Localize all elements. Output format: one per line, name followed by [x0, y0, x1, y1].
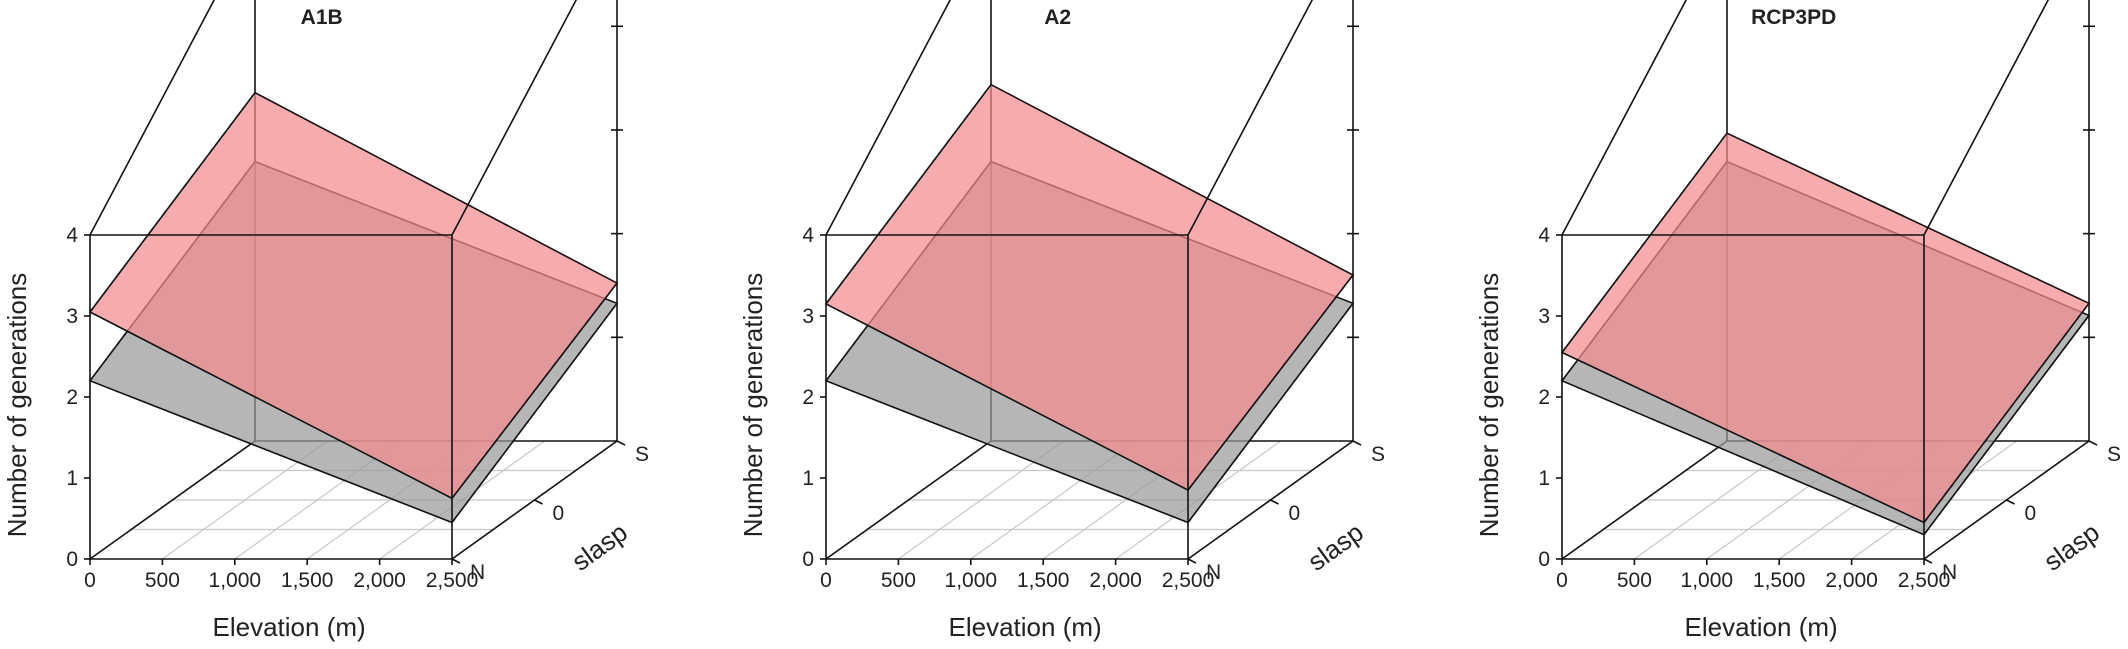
x-tick-label: 1,000 [1681, 569, 1734, 592]
box-edge-top-left [825, 0, 952, 236]
y-tick-label: N [1942, 561, 1957, 584]
surface-upper-dashed-edge [1923, 302, 2090, 523]
z-tick-label: 4 [66, 224, 78, 247]
x-tick-label: 500 [145, 569, 180, 592]
y-tick-label: 0 [1289, 502, 1301, 525]
panel-title: RCP3PD [1751, 6, 1836, 29]
y-tick-label: N [470, 561, 485, 584]
y-axis-label: slasp [2038, 517, 2105, 577]
surface-lower-dashed-edge [1187, 302, 1354, 523]
x-tick-label: 2,000 [1825, 569, 1878, 592]
x-tick-label: 2,000 [1089, 569, 1142, 592]
y-tick [534, 499, 543, 505]
z-axis-label: Number of generations [738, 273, 768, 537]
z-tick-label: 3 [802, 305, 814, 328]
y-tick [1923, 558, 1933, 564]
z-tick-label: 1 [802, 467, 814, 490]
z-tick-label: 2 [802, 386, 814, 409]
box-edge-top-right [451, 0, 578, 236]
y-tick [2088, 440, 2098, 446]
z-axis-label: Number of generations [2, 273, 32, 537]
box-edge-floor-left [89, 440, 256, 560]
box-edge-top-right [1187, 0, 1314, 236]
x-tick-label: 0 [1556, 569, 1568, 592]
y-tick [2006, 499, 2015, 505]
z-tick-label: 3 [1538, 305, 1550, 328]
y-tick [1352, 440, 1362, 446]
surface-upper [88, 91, 619, 500]
surface-upper-dashed-edge [825, 84, 992, 305]
y-tick [1270, 499, 1279, 505]
x-axis-label: Elevation (m) [949, 612, 1102, 642]
x-tick-label: 500 [1617, 569, 1652, 592]
y-tick-label: S [2107, 443, 2121, 466]
x-axis-label: Elevation (m) [1685, 612, 1838, 642]
y-axis-label: slasp [566, 517, 633, 577]
x-tick-label: 1,000 [945, 569, 998, 592]
panel-title: A1B [301, 6, 343, 29]
z-tick-label: 1 [66, 467, 78, 490]
y-tick-label: S [635, 443, 649, 466]
y-tick [1187, 558, 1197, 564]
y-tick-label: S [1371, 443, 1385, 466]
z-axis-label: Number of generations [1474, 273, 1504, 537]
z-tick-label: 1 [1538, 467, 1550, 490]
surface-upper-dashed-edge [1561, 132, 1728, 353]
box-edge-top-left [89, 0, 216, 236]
x-tick-label: 1,500 [281, 569, 334, 592]
y-tick-label: 0 [553, 502, 565, 525]
x-tick-label: 1,500 [1753, 569, 1806, 592]
surface-upper [824, 83, 1355, 492]
x-tick-label: 2,000 [353, 569, 406, 592]
surface-lower-dashed-edge [451, 302, 618, 523]
z-tick-label: 2 [1538, 386, 1550, 409]
surface-lower-dashed-edge [1923, 315, 2090, 536]
x-tick-label: 1,500 [1017, 569, 1070, 592]
box-edge-top-right [1923, 0, 2050, 236]
surface-upper-dashed-edge [451, 282, 618, 499]
x-tick-label: 0 [84, 569, 96, 592]
y-tick [616, 440, 626, 446]
surface-upper [1560, 132, 2091, 524]
surface-upper-dashed-edge [1187, 274, 1354, 491]
z-tick-label: 3 [66, 305, 78, 328]
y-tick [451, 558, 461, 564]
x-tick-label: 2,500 [1898, 569, 1951, 592]
box-edge-floor-left [1561, 440, 1728, 560]
x-tick-label: 1,000 [209, 569, 262, 592]
z-tick-label: 0 [66, 548, 78, 571]
y-axis-label: slasp [1302, 517, 1369, 577]
box-edge-top-left [1561, 0, 1688, 236]
z-tick-label: 2 [66, 386, 78, 409]
box-edge-floor-left [825, 440, 992, 560]
x-axis-label: Elevation (m) [213, 612, 366, 642]
x-tick-label: 2,500 [426, 569, 479, 592]
x-tick-label: 2,500 [1162, 569, 1215, 592]
panel-title: A2 [1044, 6, 1071, 29]
surface-upper-dashed-edge [89, 92, 256, 313]
z-tick-label: 4 [1538, 224, 1550, 247]
z-tick-label: 4 [802, 224, 814, 247]
z-tick-label: 0 [802, 548, 814, 571]
y-tick-label: N [1206, 561, 1221, 584]
z-tick-label: 0 [1538, 548, 1550, 571]
x-tick-label: 0 [820, 569, 832, 592]
x-tick-label: 500 [881, 569, 916, 592]
y-tick-label: 0 [2025, 502, 2037, 525]
